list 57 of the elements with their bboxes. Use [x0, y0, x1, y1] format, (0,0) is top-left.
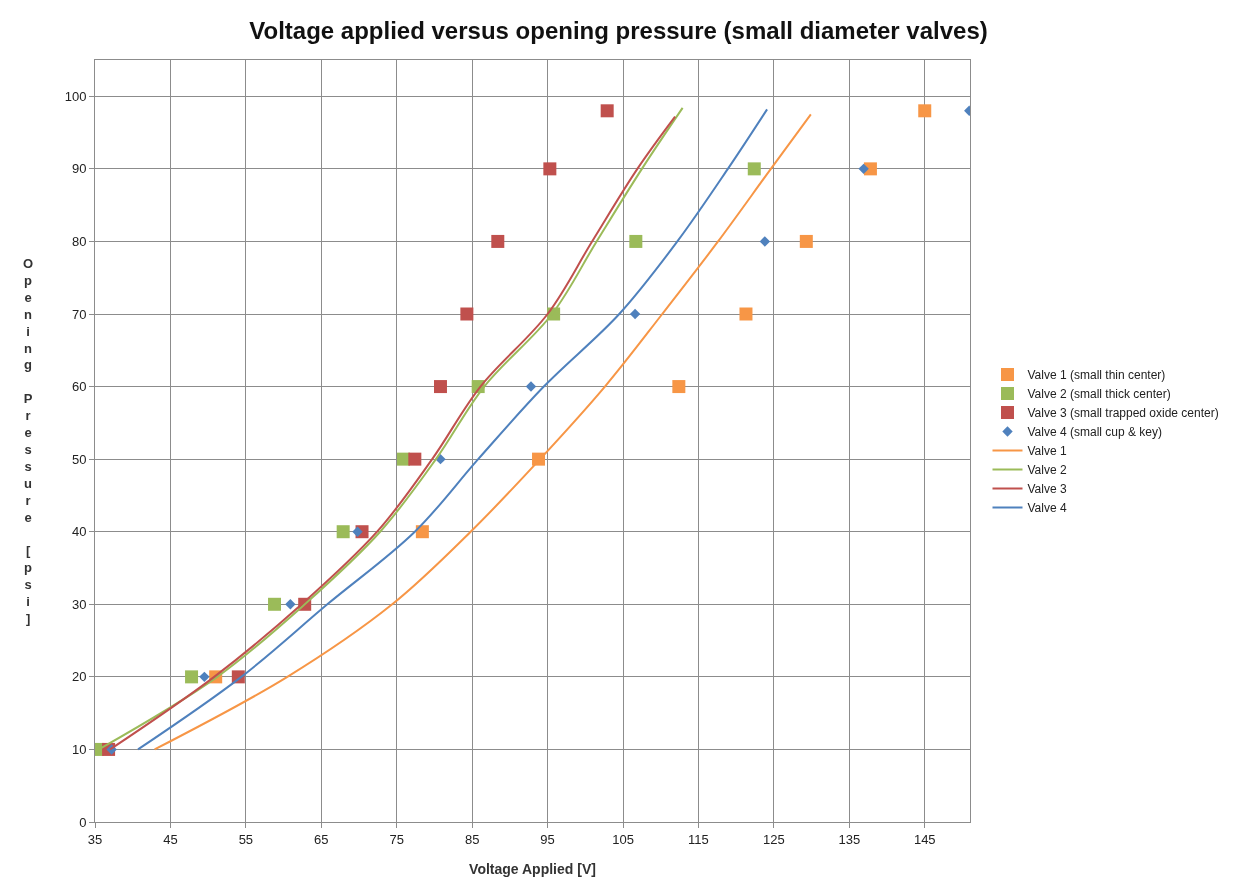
y-tick-label: 10: [71, 741, 87, 757]
y-tick-label: 40: [71, 524, 87, 540]
legend-label: Valve 1 (small thin center): [1027, 368, 1166, 383]
x-axis-title: Voltage Applied [V]: [469, 861, 596, 877]
legend-label: Valve 2: [1027, 463, 1067, 478]
point: [543, 162, 557, 176]
point: [600, 104, 614, 118]
x-tick-label: 35: [87, 831, 103, 847]
x-tick-label: 75: [389, 831, 404, 847]
point: [185, 670, 199, 684]
text: Opening Pressure [psi]: [23, 256, 34, 626]
legend-label: Valve 3: [1027, 482, 1067, 497]
x-tick-label: 105: [612, 831, 634, 847]
legend-label: Valve 4 (small cup & key): [1027, 425, 1162, 440]
point: [747, 162, 761, 176]
x-tick-label: 135: [838, 831, 861, 847]
point: [491, 234, 505, 248]
point: [285, 599, 296, 610]
point: [408, 452, 422, 466]
point: [460, 307, 474, 321]
point: [858, 163, 869, 175]
point: [199, 671, 210, 683]
point: [336, 525, 350, 539]
x-tick-label: 65: [314, 831, 329, 847]
point: [759, 236, 771, 247]
y-tick-label: 0: [79, 814, 87, 830]
point: [629, 234, 643, 248]
y-tick-label: 80: [71, 233, 87, 249]
point: [918, 104, 932, 118]
y-tick-label: 50: [71, 451, 87, 467]
x-tick-label: 95: [540, 831, 555, 847]
point: [739, 307, 753, 321]
y-tick-label: 30: [71, 596, 87, 612]
y-tick-label: 90: [71, 161, 87, 177]
legend-label: Valve 4: [1027, 501, 1067, 516]
point: [525, 381, 537, 392]
x-tick-label: 115: [688, 831, 709, 847]
legend-label: Valve 1: [1027, 444, 1067, 459]
point: [352, 526, 363, 537]
legend-label: Valve 3 (small trapped oxide center): [1027, 406, 1219, 421]
chart-title: Voltage applied versus opening pressure (small diameter valves): [249, 16, 988, 44]
y-tick-label: 70: [71, 306, 87, 322]
point: [629, 308, 641, 320]
y-tick-label: 20: [71, 669, 87, 685]
point: [268, 597, 282, 611]
x-tick-label: 45: [163, 831, 178, 847]
point: [433, 380, 447, 394]
point: [799, 234, 813, 248]
x-tick-label: 55: [238, 831, 254, 847]
y-tick-label: 100: [64, 88, 87, 104]
point: [415, 525, 429, 539]
legend-label: Valve 2 (small thick center): [1027, 387, 1171, 402]
x-tick-label: 85: [464, 831, 480, 847]
x-tick-label: 125: [763, 831, 785, 847]
y-tick-label: 60: [71, 379, 87, 395]
point: [672, 380, 686, 394]
x-tick-label: 145: [913, 831, 936, 847]
